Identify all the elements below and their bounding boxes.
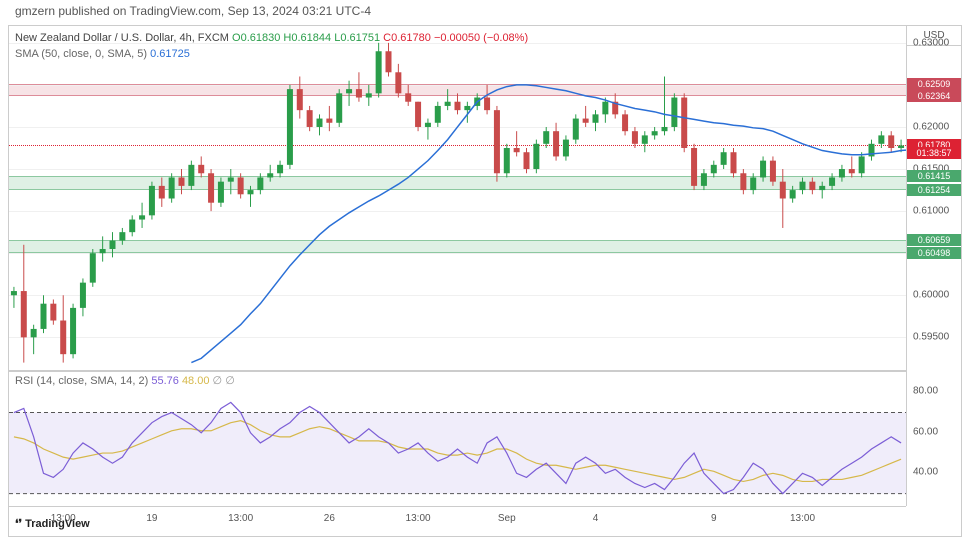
rsi-null2: ∅ [225, 375, 235, 387]
rsi-axis: 80.0060.0040.00 [906, 371, 961, 506]
rsi-value2: 48.00 [182, 375, 210, 387]
chart-container: New Zealand Dollar / U.S. Dollar, 4h, FX… [8, 25, 962, 537]
symbol: New Zealand Dollar / U.S. Dollar, 4h, FX… [15, 32, 229, 44]
rsi-null1: ∅ [213, 375, 223, 387]
rsi-info: RSI (14, close, SMA, 14, 2) 55.76 48.00 … [15, 374, 235, 387]
ohlc-open: O0.61830 [232, 32, 280, 44]
sma-label: SMA (50, close, 0, SMA, 5) [15, 48, 147, 60]
time-axis: 13:001913:002613:00Sep4913:00 [9, 506, 906, 536]
ohlc-close: C0.61780 [383, 32, 431, 44]
sma-info: SMA (50, close, 0, SMA, 5) 0.61725 [15, 48, 190, 60]
price-axis: 0.630000.625000.620000.615000.610000.605… [906, 26, 961, 371]
price-panel[interactable] [9, 26, 906, 371]
symbol-info: New Zealand Dollar / U.S. Dollar, 4h, FX… [15, 32, 528, 44]
rsi-value: 55.76 [151, 375, 179, 387]
ohlc-low: L0.61751 [334, 32, 380, 44]
ohlc-change: −0.00050 (−0.08%) [434, 32, 528, 44]
tradingview-logo: ❛❜ TradingView [15, 517, 90, 530]
rsi-label: RSI (14, close, SMA, 14, 2) [15, 375, 148, 387]
rsi-panel[interactable]: RSI (14, close, SMA, 14, 2) 55.76 48.00 … [9, 371, 906, 506]
ohlc-high: H0.61844 [283, 32, 331, 44]
publish-header: gmzern published on TradingView.com, Sep… [15, 4, 371, 18]
sma-value: 0.61725 [150, 48, 190, 60]
